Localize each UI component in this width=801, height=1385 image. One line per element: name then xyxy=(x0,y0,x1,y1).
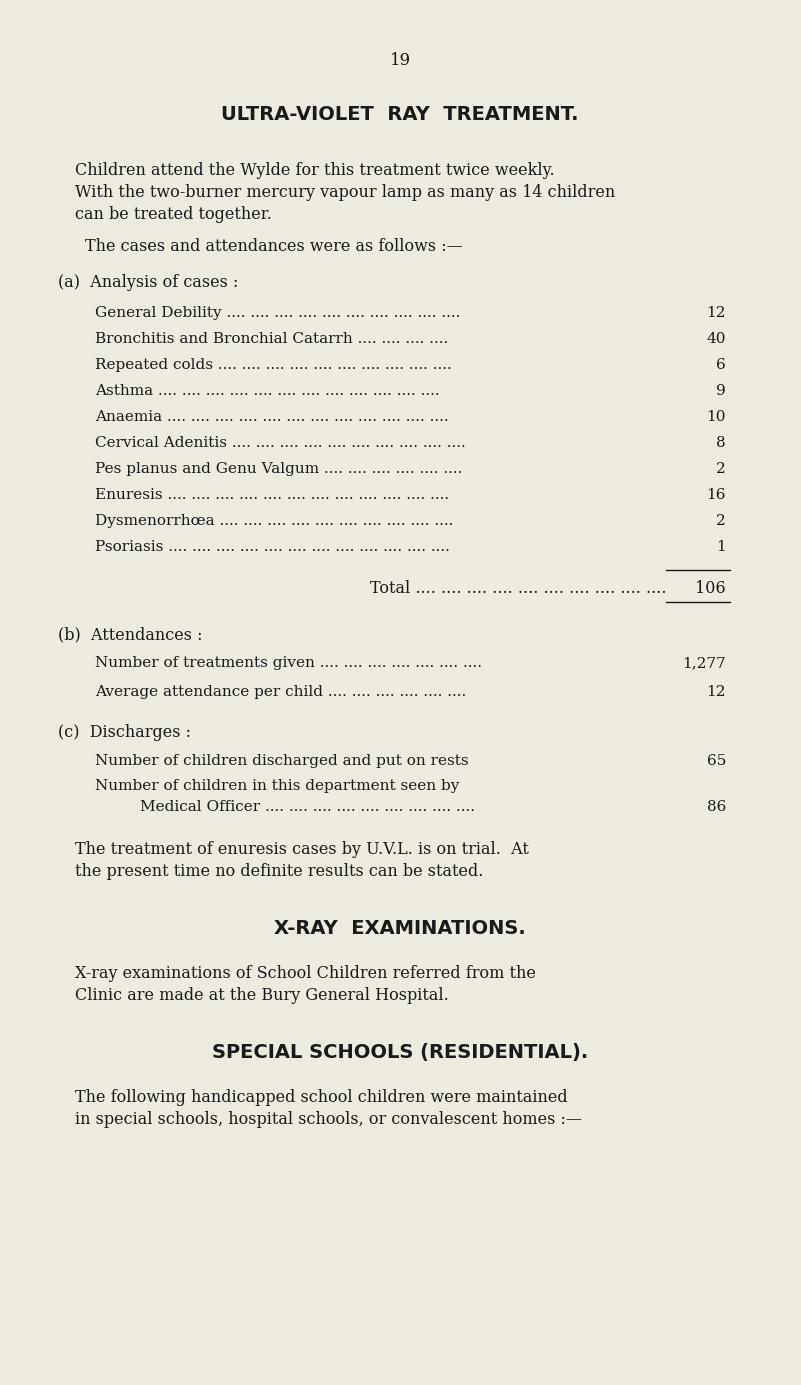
Text: X-RAY  EXAMINATIONS.: X-RAY EXAMINATIONS. xyxy=(274,920,526,938)
Text: Anaemia .... .... .... .... .... .... .... .... .... .... .... ....: Anaemia .... .... .... .... .... .... ..… xyxy=(95,410,449,424)
Text: 9: 9 xyxy=(716,384,726,397)
Text: 40: 40 xyxy=(706,332,726,346)
Text: 86: 86 xyxy=(706,801,726,814)
Text: With the two-burner mercury vapour lamp as many as 14 children: With the two-burner mercury vapour lamp … xyxy=(75,184,615,201)
Text: SPECIAL SCHOOLS (RESIDENTIAL).: SPECIAL SCHOOLS (RESIDENTIAL). xyxy=(212,1043,588,1062)
Text: The treatment of enuresis cases by U.V.L. is on trial.  At: The treatment of enuresis cases by U.V.L… xyxy=(75,841,529,857)
Text: Cervical Adenitis .... .... .... .... .... .... .... .... .... ....: Cervical Adenitis .... .... .... .... ..… xyxy=(95,436,465,450)
Text: Dysmenorrhœa .... .... .... .... .... .... .... .... .... ....: Dysmenorrhœa .... .... .... .... .... ..… xyxy=(95,514,453,528)
Text: 106: 106 xyxy=(695,580,726,597)
Text: the present time no definite results can be stated.: the present time no definite results can… xyxy=(75,863,483,879)
Text: Total .... .... .... .... .... .... .... .... .... ....: Total .... .... .... .... .... .... ....… xyxy=(370,580,666,597)
Text: Average attendance per child .... .... .... .... .... ....: Average attendance per child .... .... .… xyxy=(95,686,466,699)
Text: 10: 10 xyxy=(706,410,726,424)
Text: Number of treatments given .... .... .... .... .... .... ....: Number of treatments given .... .... ...… xyxy=(95,656,482,670)
Text: General Debility .... .... .... .... .... .... .... .... .... ....: General Debility .... .... .... .... ...… xyxy=(95,306,461,320)
Text: 19: 19 xyxy=(389,53,411,69)
Text: (a)  Analysis of cases :: (a) Analysis of cases : xyxy=(58,274,239,291)
Text: 2: 2 xyxy=(716,514,726,528)
Text: Pes planus and Genu Valgum .... .... .... .... .... ....: Pes planus and Genu Valgum .... .... ...… xyxy=(95,463,462,476)
Text: Repeated colds .... .... .... .... .... .... .... .... .... ....: Repeated colds .... .... .... .... .... … xyxy=(95,357,452,373)
Text: (b)  Attendances :: (b) Attendances : xyxy=(58,626,203,643)
Text: Children attend the Wylde for this treatment twice weekly.: Children attend the Wylde for this treat… xyxy=(75,162,554,179)
Text: 8: 8 xyxy=(716,436,726,450)
Text: can be treated together.: can be treated together. xyxy=(75,206,272,223)
Text: 12: 12 xyxy=(706,306,726,320)
Text: X-ray examinations of School Children referred from the: X-ray examinations of School Children re… xyxy=(75,965,536,982)
Text: 2: 2 xyxy=(716,463,726,476)
Text: Number of children discharged and put on rests: Number of children discharged and put on… xyxy=(95,753,469,769)
Text: Bronchitis and Bronchial Catarrh .... .... .... ....: Bronchitis and Bronchial Catarrh .... ..… xyxy=(95,332,449,346)
Text: 12: 12 xyxy=(706,686,726,699)
Text: 6: 6 xyxy=(716,357,726,373)
Text: (c)  Discharges :: (c) Discharges : xyxy=(58,724,191,741)
Text: 1,277: 1,277 xyxy=(682,656,726,670)
Text: Medical Officer .... .... .... .... .... .... .... .... ....: Medical Officer .... .... .... .... ....… xyxy=(140,801,475,814)
Text: Enuresis .... .... .... .... .... .... .... .... .... .... .... ....: Enuresis .... .... .... .... .... .... .… xyxy=(95,488,449,501)
Text: The cases and attendances were as follows :—: The cases and attendances were as follow… xyxy=(85,238,463,255)
Text: Psoriasis .... .... .... .... .... .... .... .... .... .... .... ....: Psoriasis .... .... .... .... .... .... … xyxy=(95,540,450,554)
Text: 65: 65 xyxy=(706,753,726,769)
Text: 16: 16 xyxy=(706,488,726,501)
Text: 1: 1 xyxy=(716,540,726,554)
Text: ULTRA-VIOLET  RAY  TREATMENT.: ULTRA-VIOLET RAY TREATMENT. xyxy=(221,105,579,125)
Text: in special schools, hospital schools, or convalescent homes :—: in special schools, hospital schools, or… xyxy=(75,1111,582,1127)
Text: Number of children in this department seen by: Number of children in this department se… xyxy=(95,778,460,794)
Text: Clinic are made at the Bury General Hospital.: Clinic are made at the Bury General Hosp… xyxy=(75,988,449,1004)
Text: The following handicapped school children were maintained: The following handicapped school childre… xyxy=(75,1089,568,1107)
Text: Asthma .... .... .... .... .... .... .... .... .... .... .... ....: Asthma .... .... .... .... .... .... ...… xyxy=(95,384,440,397)
